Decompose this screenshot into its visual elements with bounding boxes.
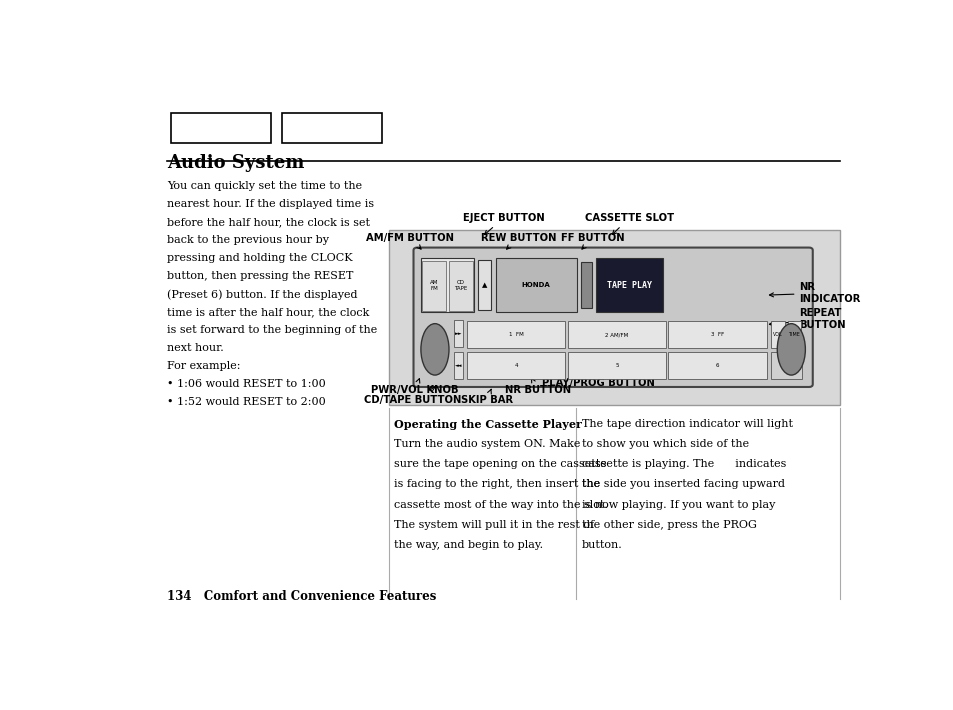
Text: sure the tape opening on the cassette: sure the tape opening on the cassette [394,459,606,469]
Bar [495,258,577,312]
Text: the way, and begin to play.: the way, and begin to play. [394,540,543,550]
Text: TAPE PLAY: TAPE PLAY [606,280,651,290]
Text: 2 AM/FM: 2 AM/FM [604,332,628,337]
Text: TIME: TIME [787,332,800,337]
Text: back to the previous hour by: back to the previous hour by [167,235,329,245]
Text: AM
FM: AM FM [430,280,438,290]
Text: CD
TAPE: CD TAPE [454,280,467,290]
Text: For example:: For example: [167,361,240,371]
Bar [567,351,665,378]
Text: SKIP BAR: SKIP BAR [460,389,512,405]
Ellipse shape [420,324,449,375]
Bar [567,321,665,348]
Text: button.: button. [581,540,622,550]
Bar [477,260,491,310]
Bar [668,321,766,348]
Text: The tape direction indicator will light: The tape direction indicator will light [581,419,792,429]
Text: next hour.: next hour. [167,343,224,354]
Text: PWR/VOL KNOB: PWR/VOL KNOB [371,378,458,395]
Text: pressing and holding the CLOCK: pressing and holding the CLOCK [167,253,353,263]
Text: You can quickly set the time to the: You can quickly set the time to the [167,181,362,191]
Text: (Preset 6) button. If the displayed: (Preset 6) button. If the displayed [167,289,357,300]
FancyBboxPatch shape [413,248,812,387]
Text: ►►: ►► [455,331,462,336]
Bar [422,261,446,311]
Bar [580,262,591,308]
Text: is facing to the right, then insert the: is facing to the right, then insert the [394,479,599,489]
Bar [454,320,462,346]
Text: EJECT BUTTON: EJECT BUTTON [462,213,544,234]
Bar [787,321,801,348]
Text: 134   Comfort and Convenience Features: 134 Comfort and Convenience Features [167,591,436,604]
Text: NR
INDICATOR: NR INDICATOR [769,282,860,304]
Text: CASSETTE SLOT: CASSETTE SLOT [584,213,673,234]
Text: NR BUTTON: NR BUTTON [504,378,570,395]
Ellipse shape [777,324,804,375]
Text: • 1:06 would RESET to 1:00: • 1:06 would RESET to 1:00 [167,379,326,389]
Bar [449,261,472,311]
Text: to show you which side of the: to show you which side of the [581,439,748,449]
Bar [596,258,662,312]
Text: AM/FM BUTTON: AM/FM BUTTON [365,233,454,249]
Bar [420,258,474,312]
Text: before the half hour, the clock is set: before the half hour, the clock is set [167,217,370,227]
Text: Audio System: Audio System [167,153,304,172]
Text: ▲: ▲ [481,282,487,288]
Text: button, then pressing the RESET: button, then pressing the RESET [167,271,354,281]
Text: 5: 5 [615,363,618,368]
Bar [466,351,565,378]
Bar [771,321,783,348]
Bar [466,321,565,348]
Text: Turn the audio system ON. Make: Turn the audio system ON. Make [394,439,580,449]
Text: FF BUTTON: FF BUTTON [560,233,624,249]
Bar [171,113,271,143]
Bar [668,351,766,378]
Text: cassette is playing. The      indicates: cassette is playing. The indicates [581,459,785,469]
Text: is set forward to the beginning of the: is set forward to the beginning of the [167,325,377,335]
Text: VOL: VOL [772,332,782,337]
Bar [389,230,840,405]
Text: cassette most of the way into the slot.: cassette most of the way into the slot. [394,500,607,510]
Text: PLAY/PROG BUTTON: PLAY/PROG BUTTON [541,371,654,388]
Text: the other side, press the PROG: the other side, press the PROG [581,520,756,530]
Text: 1  FM: 1 FM [508,332,523,337]
Text: REPEAT
BUTTON: REPEAT BUTTON [769,308,845,330]
Text: The system will pull it in the rest of: The system will pull it in the rest of [394,520,594,530]
Bar [771,351,801,378]
Text: ◄◄: ◄◄ [455,363,462,368]
Text: time is after the half hour, the clock: time is after the half hour, the clock [167,307,370,317]
Bar [282,113,381,143]
Text: 3  FF: 3 FF [710,332,723,337]
Text: nearest hour. If the displayed time is: nearest hour. If the displayed time is [167,199,374,209]
Text: Operating the Cassette Player: Operating the Cassette Player [394,419,581,430]
Text: the side you inserted facing upward: the side you inserted facing upward [581,479,784,489]
Bar [454,351,462,378]
Text: HONDA: HONDA [521,282,550,288]
Text: 6: 6 [715,363,719,368]
Text: • 1:52 would RESET to 2:00: • 1:52 would RESET to 2:00 [167,398,326,408]
Text: 4: 4 [514,363,517,368]
Text: is now playing. If you want to play: is now playing. If you want to play [581,500,775,510]
Text: CD/TAPE BUTTON: CD/TAPE BUTTON [364,387,461,405]
Text: REW BUTTON: REW BUTTON [480,233,556,249]
